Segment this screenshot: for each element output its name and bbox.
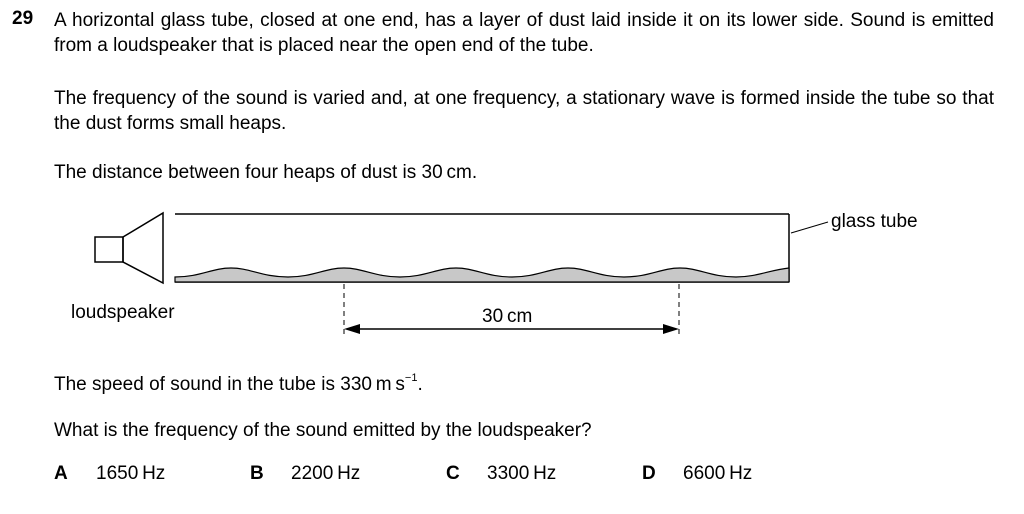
distance-marker [343, 284, 680, 338]
speed-exponent: −1 [404, 372, 418, 384]
question-prompt: What is the frequency of the sound emitt… [54, 420, 592, 441]
dust-heaps [174, 267, 790, 283]
option-letter: D [642, 463, 656, 484]
option-letter: C [446, 463, 460, 484]
loudspeaker-icon [94, 211, 164, 285]
glass-tube-leader [790, 221, 829, 234]
distance-label: 30 cm [482, 306, 532, 327]
answer-options: A 1650 Hz B 2200 Hz C 3300 Hz D 6600 Hz [0, 463, 1024, 493]
loudspeaker-label: loudspeaker [71, 302, 175, 323]
option-value: 2200 Hz [291, 463, 361, 484]
heap-distance-statement: The distance between four heaps of dust … [54, 162, 478, 183]
option-value: 6600 Hz [683, 463, 753, 484]
question-number: 29 [12, 8, 34, 29]
speed-statement: The speed of sound in the tube is 330 m … [54, 366, 994, 397]
option-value: 1650 Hz [96, 463, 166, 484]
glass-tube-label: glass tube [831, 211, 918, 232]
speed-text: The speed of sound in the tube is 330 m … [54, 374, 405, 395]
question-intro: A horizontal glass tube, closed at one e… [54, 10, 994, 56]
question-setup: The frequency of the sound is varied and… [54, 88, 994, 134]
option-letter: A [54, 463, 68, 484]
option-letter: B [250, 463, 264, 484]
speed-end: . [417, 374, 423, 395]
option-value: 3300 Hz [487, 463, 557, 484]
